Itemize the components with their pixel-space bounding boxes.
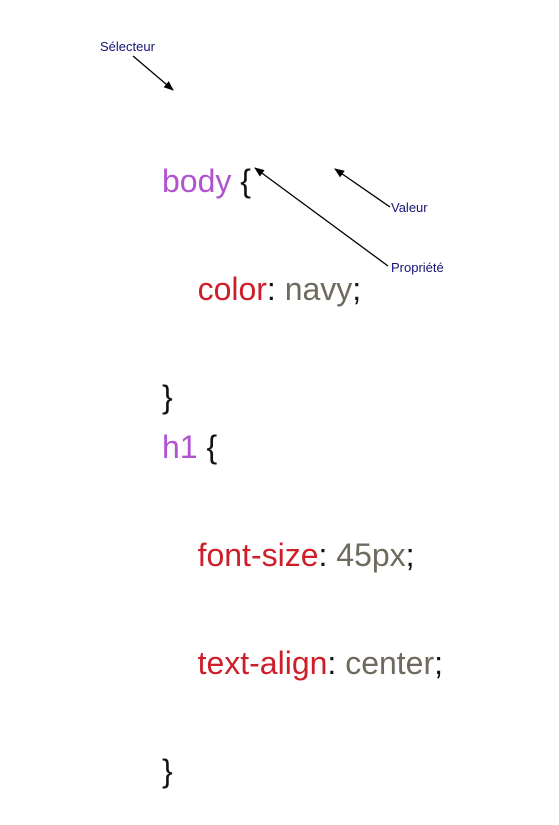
colon: :	[266, 271, 276, 307]
semicolon: ;	[434, 645, 444, 681]
css-property: font-size	[197, 537, 319, 573]
css-property: text-align	[197, 645, 328, 681]
value-annotation: Valeur	[391, 200, 428, 215]
colon: :	[327, 645, 337, 681]
colon: :	[318, 537, 328, 573]
close-brace-char: }	[162, 753, 173, 789]
css-value: center	[345, 645, 435, 681]
property-arrow	[254, 167, 389, 267]
selector-arrow	[132, 55, 174, 91]
close-brace: }	[162, 753, 443, 789]
semicolon: ;	[352, 271, 362, 307]
open-brace: {	[240, 163, 251, 199]
css-property: color	[197, 271, 267, 307]
css-rule-body: body { color: navy; }	[162, 91, 361, 451]
rule-header: h1 {	[162, 429, 443, 465]
css-value: 45px	[336, 537, 406, 573]
css-selector: body	[162, 163, 232, 199]
css-rule-h1: h1 { font-size: 45px; text-align: center…	[162, 357, 443, 825]
close-brace: }	[162, 379, 361, 415]
value-arrow	[334, 168, 391, 208]
rule-header: body {	[162, 163, 361, 199]
semicolon: ;	[405, 537, 415, 573]
annotation-arrows	[132, 55, 391, 267]
css-declaration: font-size: 45px;	[162, 537, 443, 573]
css-declaration: text-align: center;	[162, 645, 443, 681]
open-brace: {	[206, 429, 218, 465]
selector-annotation: Sélecteur	[100, 39, 155, 54]
css-declaration: color: navy;	[162, 271, 362, 307]
css-selector: h1	[162, 429, 198, 465]
close-brace-char: }	[162, 379, 173, 415]
property-annotation: Propriété	[391, 260, 444, 275]
css-value: navy	[284, 271, 353, 307]
